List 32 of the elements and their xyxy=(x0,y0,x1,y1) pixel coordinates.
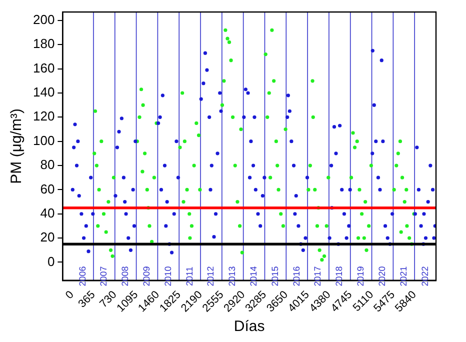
annotation: 2007 xyxy=(98,266,109,286)
annotation: 2022 xyxy=(420,266,430,286)
y-tick-label: 160 xyxy=(32,60,55,76)
annotation: 2021 xyxy=(398,266,408,286)
y-tick-label: 60 xyxy=(40,181,55,196)
annotation: 2013 xyxy=(227,266,238,286)
x-tick-label: 0 xyxy=(64,288,76,302)
y-tick-label: 120 xyxy=(32,108,55,124)
x-axis-title: Días xyxy=(234,318,265,336)
annotation: 2011 xyxy=(184,266,194,286)
annotation: 2017 xyxy=(312,266,323,286)
annotation: 2014 xyxy=(248,266,259,286)
y-tick-label: 200 xyxy=(32,12,55,28)
y-tick-label: 100 xyxy=(32,132,55,148)
y-axis-title: PM (μg/m³) xyxy=(8,108,26,184)
y-tick-label: 40 xyxy=(40,205,55,220)
x-tick-label: 365 xyxy=(76,288,98,310)
annotation: 2010 xyxy=(162,266,173,286)
annotation: 2020 xyxy=(376,266,387,286)
y-tick-label: 80 xyxy=(40,157,55,172)
y-tick-label: 180 xyxy=(32,36,55,52)
annotation: 2019 xyxy=(356,266,366,286)
annotation: 2015 xyxy=(270,266,280,286)
annotation: 2016 xyxy=(291,266,302,286)
annotation: 2006 xyxy=(77,266,88,286)
annotation: 2018 xyxy=(334,266,344,286)
annotation: 2008 xyxy=(120,266,130,286)
annotation: 2009 xyxy=(141,266,152,286)
annotation: 2012 xyxy=(206,266,216,286)
y-tick-label: 0 xyxy=(47,254,55,269)
y-tick-label: 140 xyxy=(32,84,55,100)
y-tick-label: 20 xyxy=(40,230,55,245)
